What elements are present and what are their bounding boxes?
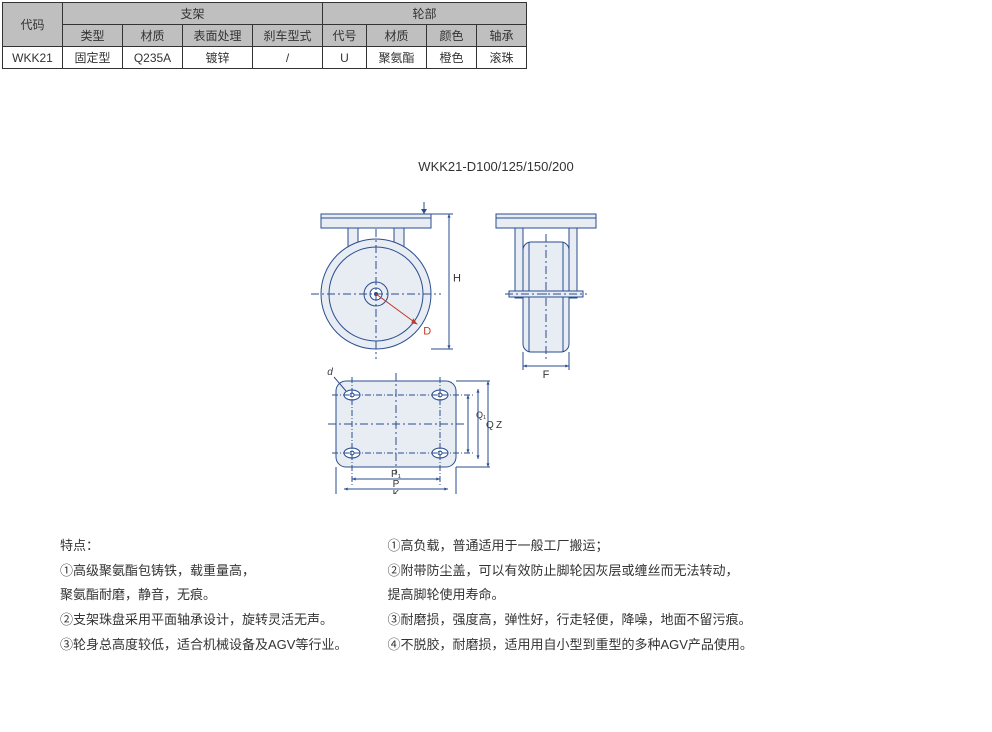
col-code: 代码 [3, 3, 63, 47]
cell-bearing: 滚珠 [477, 47, 527, 69]
feature-line: ①高负载，普通适用于一般工厂搬运； [387, 534, 752, 559]
features-right: ①高负载，普通适用于一般工厂搬运； ②附带防尘盖，可以有效防止脚轮因灰层或缠丝而… [387, 534, 752, 657]
feature-line: ②支架珠盘采用平面轴承设计，旋转灵活无声。 [60, 608, 347, 633]
table-row: WKK21 固定型 Q235A 镀锌 / U 聚氨酯 橙色 滚珠 [3, 47, 527, 69]
header-group-bracket: 支架 [63, 3, 323, 25]
cell-type: 固定型 [63, 47, 123, 69]
col-bearing: 轴承 [477, 25, 527, 47]
cell-code: WKK21 [3, 47, 63, 69]
feature-line: ②附带防尘盖，可以有效防止脚轮因灰层或缠丝而无法转动， [387, 559, 752, 584]
features-section: 特点： ①高级聚氨酯包铸铁，载重量高， 聚氨酯耐磨，静音，无痕。 ②支架珠盘采用… [0, 534, 992, 657]
cell-color: 橙色 [427, 47, 477, 69]
col-type: 类型 [63, 25, 123, 47]
cell-brake: / [253, 47, 323, 69]
svg-text:K: K [393, 489, 400, 494]
svg-text:Q: Q [486, 420, 494, 431]
col-surface: 表面处理 [183, 25, 253, 47]
spec-table: 代码 支架 轮部 类型 材质 表面处理 刹车型式 代号 材质 颜色 轴承 WKK… [2, 2, 527, 69]
feature-line: 聚氨酯耐磨，静音，无痕。 [60, 583, 347, 608]
svg-text:D: D [423, 325, 431, 337]
feature-line: ④不脱胶，耐磨损，适用用自小型到重型的多种AGV产品使用。 [387, 633, 752, 658]
feature-line: ③轮身总高度较低，适合机械设备及AGV等行业。 [60, 633, 347, 658]
features-heading: 特点： [60, 534, 347, 559]
svg-text:d: d [327, 367, 333, 378]
svg-text:Z: Z [496, 420, 502, 431]
feature-line: ③耐磨损，强度高，弹性好，行走轻便，降噪，地面不留污痕。 [387, 608, 752, 633]
features-left: 特点： ①高级聚氨酯包铸铁，载重量高， 聚氨酯耐磨，静音，无痕。 ②支架珠盘采用… [60, 534, 347, 657]
feature-line: ①高级聚氨酯包铸铁，载重量高， [60, 559, 347, 584]
diagram-title: WKK21-D100/125/150/200 [0, 159, 992, 174]
col-brake: 刹车型式 [253, 25, 323, 47]
svg-text:F: F [543, 369, 550, 381]
col-code2: 代号 [323, 25, 367, 47]
col-color: 颜色 [427, 25, 477, 47]
cell-code2: U [323, 47, 367, 69]
cell-material2: 聚氨酯 [367, 47, 427, 69]
diagram-area: HDFdP₁PKQ₁QZ [0, 194, 992, 494]
col-material: 材质 [123, 25, 183, 47]
engineering-drawing: HDFdP₁PKQ₁QZ [286, 194, 706, 494]
col-material2: 材质 [367, 25, 427, 47]
feature-line: 提高脚轮使用寿命。 [387, 583, 752, 608]
cell-surface: 镀锌 [183, 47, 253, 69]
svg-text:H: H [453, 273, 461, 285]
cell-material: Q235A [123, 47, 183, 69]
header-group-wheel: 轮部 [323, 3, 527, 25]
